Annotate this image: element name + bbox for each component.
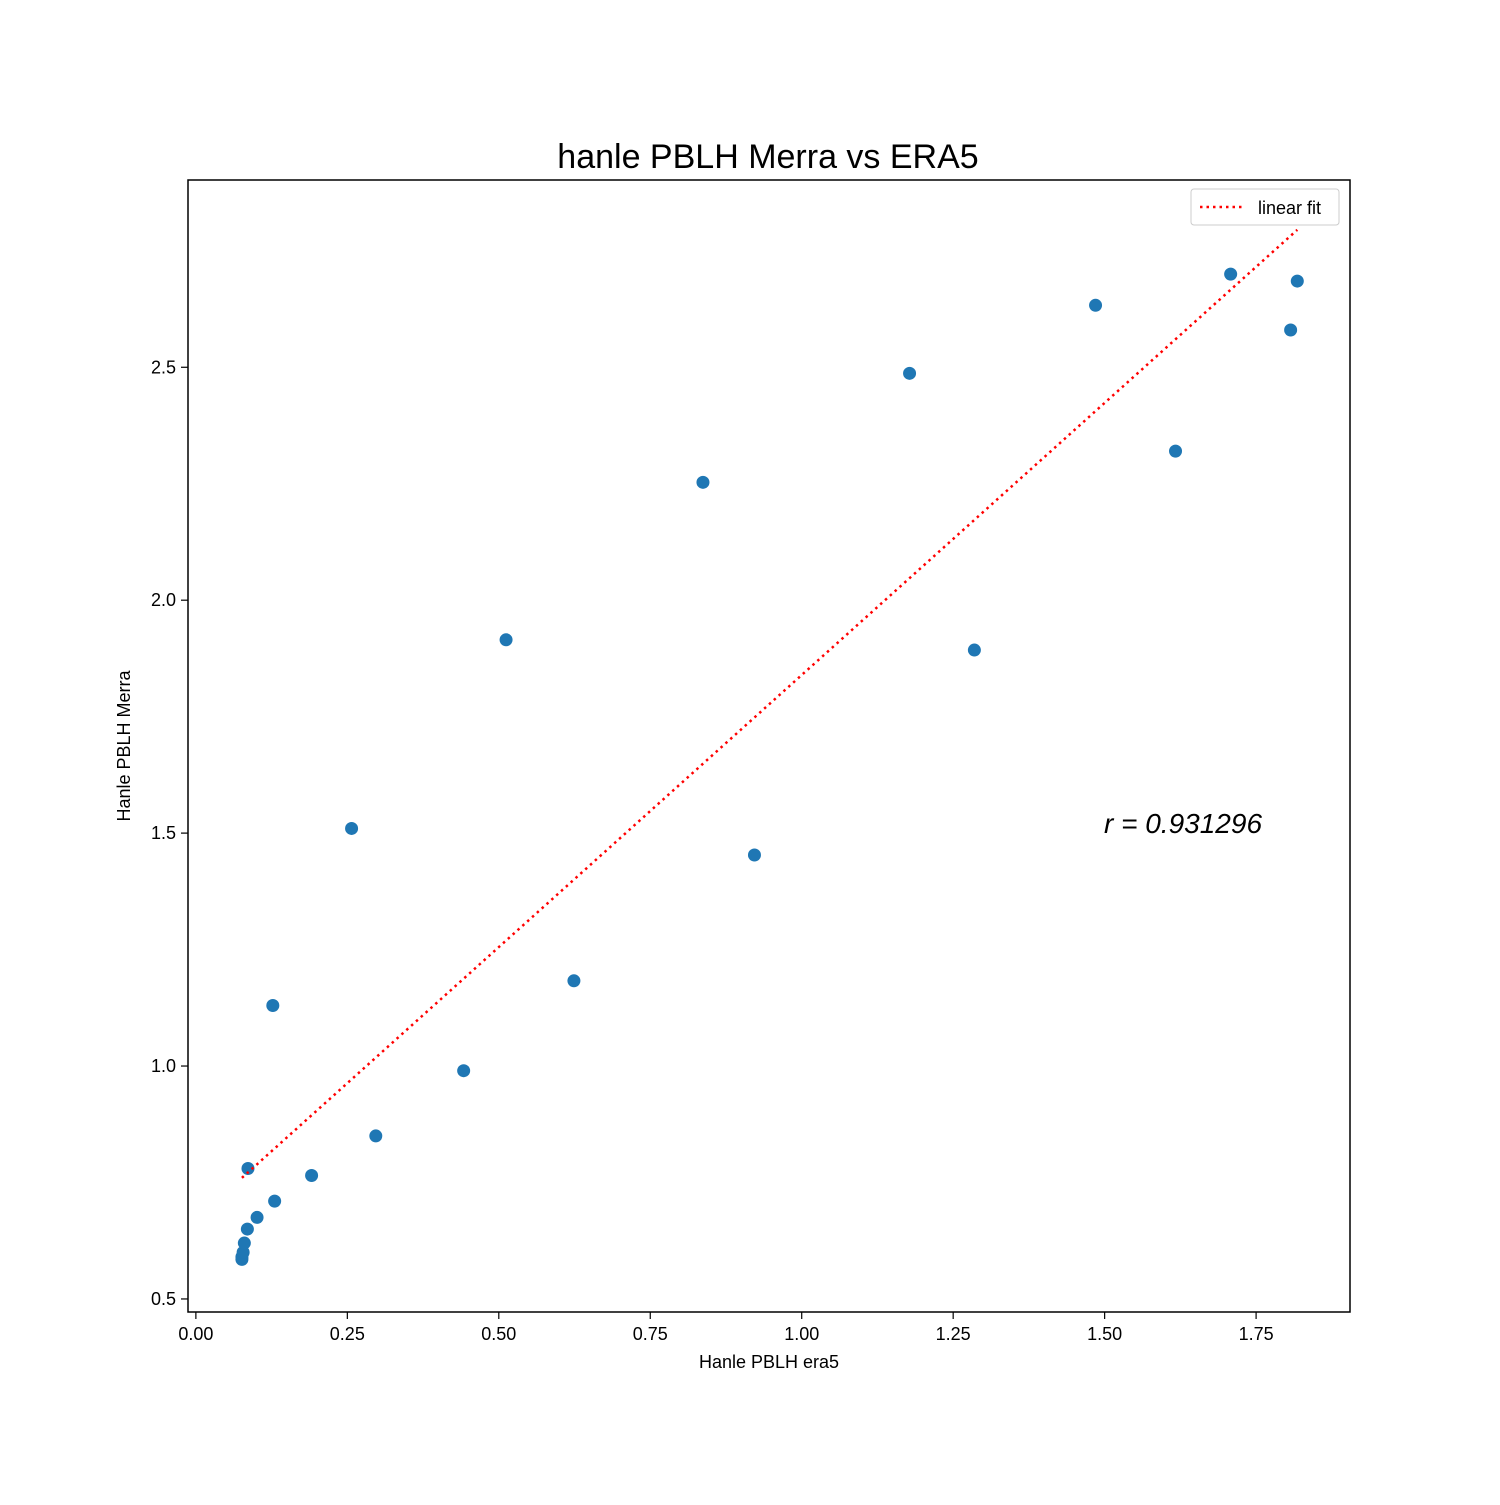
x-tick-label: 0.00 [178, 1324, 213, 1344]
x-tick-label: 1.25 [936, 1324, 971, 1344]
y-tick-label: 2.5 [151, 357, 176, 377]
scatter-point [1284, 323, 1298, 337]
chart-title: hanle PBLH Merra vs ERA5 [557, 138, 978, 176]
scatter-point [967, 643, 981, 657]
y-axis-label: Hanle PBLH Merra [114, 669, 134, 821]
scatter-point [1089, 298, 1103, 312]
plot-area [235, 228, 1304, 1266]
scatter-point [305, 1169, 319, 1183]
x-axis-label: Hanle PBLH era5 [699, 1352, 839, 1372]
scatter-point [241, 1162, 255, 1176]
x-tick-label: 0.25 [330, 1324, 365, 1344]
scatter-point [240, 1222, 254, 1236]
x-tick-label: 1.75 [1239, 1324, 1274, 1344]
scatter-point [266, 998, 280, 1012]
legend-box [1190, 188, 1340, 226]
scatter-point [345, 821, 359, 835]
legend-linear-fit-label: linear fit [1258, 198, 1321, 218]
y-tick-label: 1.5 [151, 823, 176, 843]
scatter-point [268, 1194, 282, 1208]
y-axis-ticks: 0.5 1.0 1.5 2.0 2.5 [151, 357, 188, 1309]
y-tick-label: 0.5 [151, 1289, 176, 1309]
x-tick-label: 0.50 [481, 1324, 516, 1344]
scatter-point [567, 974, 581, 988]
scatter-point [499, 633, 513, 647]
scatter-point [1290, 274, 1304, 288]
y-tick-label: 2.0 [151, 590, 176, 610]
scatter-point [369, 1129, 383, 1143]
scatter-point [903, 366, 917, 380]
scatter-point [747, 848, 761, 862]
x-tick-label: 1.50 [1087, 1324, 1122, 1344]
scatter-point [696, 475, 710, 489]
scatter-point [457, 1064, 471, 1078]
scatter-point [1224, 267, 1238, 281]
x-tick-label: 0.75 [633, 1324, 668, 1344]
correlation-annotation: r = 0.931296 [1104, 808, 1262, 839]
scatter-point [250, 1210, 264, 1224]
x-tick-label: 1.00 [784, 1324, 819, 1344]
scatter-point [1169, 444, 1183, 458]
x-axis-ticks: 0.00 0.25 0.50 0.75 1.00 1.25 1.50 1.75 [178, 1312, 1274, 1344]
axes-frame [187, 179, 1351, 1313]
y-tick-label: 1.0 [151, 1056, 176, 1076]
linear-fit-line [241, 228, 1299, 1179]
legend: linear fit [1190, 188, 1340, 226]
scatter-point [237, 1236, 251, 1250]
